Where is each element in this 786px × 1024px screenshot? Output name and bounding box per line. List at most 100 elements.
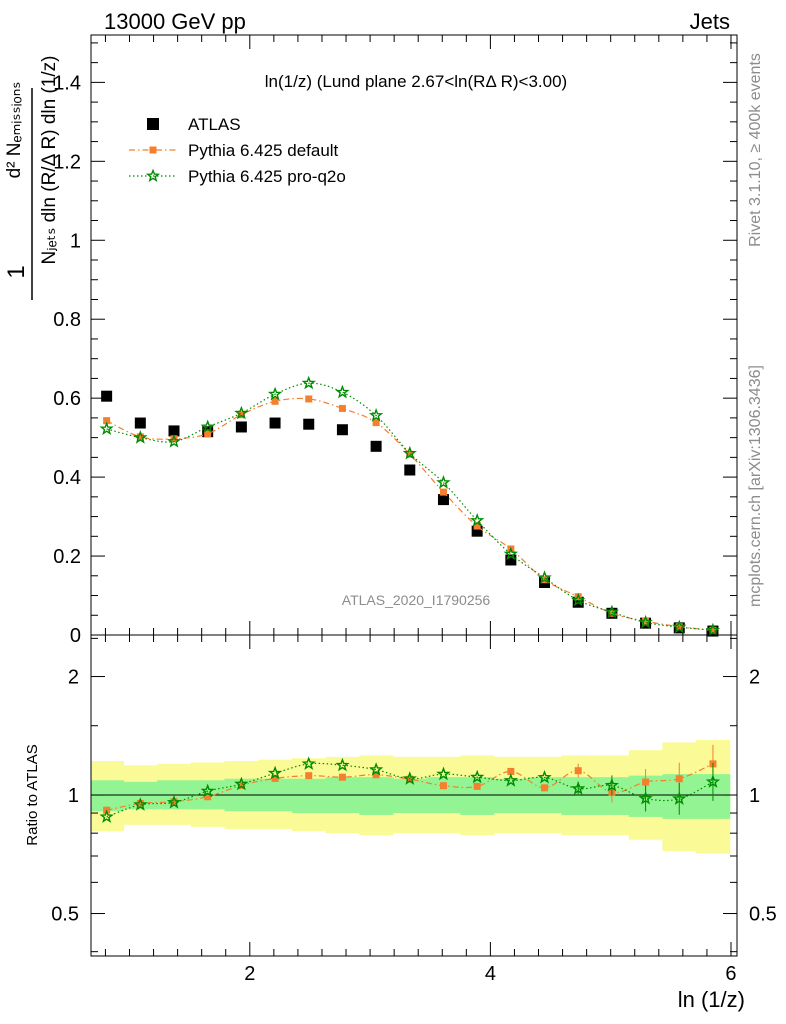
ratio-point-series-0 — [170, 798, 178, 806]
data-point-series-1 — [642, 617, 650, 625]
ratio-point-series-1 — [705, 774, 721, 788]
ratio-panel: 2 4 6 0.5 0.5 1 1 2 2 — [51, 634, 777, 985]
y-label-denominator: Nⱼₑₜₛ dln (R/Δ R) dln (1/z) — [39, 56, 60, 265]
data-point-series-0 — [134, 417, 146, 429]
ratio-point-series-0 — [271, 774, 279, 782]
main-y-axis-label: 1 Nⱼₑₜₛ dln (R/Δ R) dln (1/z) d² Nₑₘᵢₛₛᵢ… — [3, 56, 60, 300]
ratio-series-line-1 — [106, 762, 714, 818]
data-point-series-2 — [133, 430, 148, 444]
ratio-point-series-1 — [402, 771, 417, 785]
ratio-point-series-0 — [372, 771, 380, 779]
y-tick-label: 0.8 — [53, 309, 81, 331]
ratio-point-series-1 — [267, 765, 283, 780]
ratio-point-series-0 — [507, 767, 515, 775]
y-tick-label: 1.4 — [53, 72, 81, 94]
header-left: 13000 GeV pp — [104, 9, 246, 34]
data-point-series-1 — [103, 417, 111, 425]
data-point-series-2 — [469, 512, 485, 527]
y-tick-label: 0.4 — [53, 467, 81, 489]
data-point-series-1 — [372, 419, 380, 427]
data-point-series-0 — [235, 421, 247, 433]
ratio-point-series-0 — [305, 772, 313, 780]
data-point-series-1 — [439, 488, 447, 496]
uncertainty-band-inner — [291, 778, 327, 814]
ratio-point-series-1 — [469, 769, 485, 784]
ratio-point-series-0 — [541, 784, 549, 792]
data-point-series-2 — [301, 375, 316, 390]
x-tick-label: 4 — [485, 963, 496, 985]
data-point-series-1 — [406, 450, 414, 458]
data-point-series-2 — [571, 592, 586, 607]
legend-marker — [145, 168, 161, 182]
ratio-point-series-0 — [338, 773, 346, 781]
ratio-point-series-1 — [503, 773, 519, 787]
ratio-point-series-0 — [574, 767, 582, 775]
data-point-series-2 — [267, 386, 283, 401]
legend-label: ATLAS — [188, 115, 241, 134]
ratio-point-series-0 — [204, 793, 212, 801]
ratio-y-tick-label: 2 — [68, 667, 79, 689]
data-point-series-1 — [608, 609, 616, 617]
main-panel: 0 0.2 0.4 0.6 0.8 1 1.2 1.4 ATLAS Pythia 6.425 de… — [53, 34, 738, 647]
data-point-series-1 — [305, 395, 313, 403]
y-label-derivative: d² Nₑₘᵢₛₛᵢₒₙₛ — [4, 82, 25, 179]
y-tick-label: 0.2 — [53, 546, 81, 568]
data-point-series-2 — [402, 445, 417, 460]
ratio-point-series-1 — [537, 770, 552, 784]
data-point-series-0 — [101, 390, 113, 402]
data-point-series-2 — [368, 407, 384, 422]
data-point-series-1 — [338, 404, 346, 412]
data-point-series-0 — [168, 425, 180, 437]
ratio-point-series-1 — [166, 794, 182, 809]
ratio-point-series-1 — [335, 757, 350, 772]
data-point-series-2 — [436, 475, 451, 489]
data-point-series-1 — [204, 430, 212, 438]
data-point-series-2 — [537, 570, 552, 584]
side-label-top: Rivet 3.1.10, ≥ 400k events — [747, 53, 764, 247]
y-tick-label: 0.6 — [53, 388, 81, 410]
data-point-series-2 — [503, 546, 519, 561]
data-point-series-0 — [404, 464, 416, 476]
side-label-bottom: mcplots.cern.ch [arXiv:1306.3436] — [747, 365, 764, 607]
ratio-point-series-0 — [439, 782, 447, 790]
ratio-point-series-1 — [200, 783, 215, 798]
data-point-series-2 — [200, 419, 215, 433]
ratio-y-tick-label: 1 — [68, 785, 79, 807]
data-point-series-2 — [705, 622, 721, 637]
ratio-point-series-1 — [369, 762, 384, 776]
legend-label: Pythia 6.425 default — [188, 141, 339, 160]
data-point-series-2 — [638, 614, 653, 629]
data-point-series-2 — [335, 384, 350, 399]
data-point-series-1 — [136, 433, 144, 441]
uncertainty-band-inner — [493, 778, 529, 814]
data-point-series-2 — [166, 434, 182, 448]
ratio-point-series-0 — [473, 782, 481, 790]
data-point-series-2 — [672, 619, 687, 634]
ratio-point-series-1 — [638, 791, 653, 805]
data-point-series-1 — [170, 435, 178, 443]
data-point-series-0 — [370, 440, 382, 452]
header-right: Jets — [690, 9, 730, 34]
ratio-point-series-0 — [136, 799, 144, 807]
y-tick-label: 1.2 — [53, 151, 81, 173]
uncertainty-band-inner — [359, 777, 394, 815]
plot-title: ln(1/z) (Lund plane 2.67<ln(RΔ R)<3.00) — [265, 72, 567, 91]
y-tick-label: 0 — [70, 625, 81, 647]
data-point-series-1 — [709, 626, 717, 634]
ratio-point-series-1 — [234, 776, 249, 791]
ratio-point-series-0 — [642, 778, 650, 786]
ratio-y-axis-label: Ratio to ATLAS — [24, 744, 41, 845]
x-tick-label: 2 — [244, 963, 255, 985]
ratio-point-series-1 — [571, 781, 586, 795]
data-point-series-0 — [437, 494, 449, 506]
ratio-point-series-0 — [237, 781, 245, 789]
x-tick-label: 6 — [725, 963, 736, 985]
data-point-series-2 — [604, 604, 619, 619]
data-point-series-0 — [336, 424, 348, 436]
data-point-series-0 — [471, 525, 483, 537]
y-tick-label: 1 — [70, 230, 81, 252]
data-point-series-2 — [234, 405, 249, 420]
ratio-point-series-1 — [604, 777, 619, 792]
legend-label: Pythia 6.425 pro-q2o — [188, 167, 346, 186]
